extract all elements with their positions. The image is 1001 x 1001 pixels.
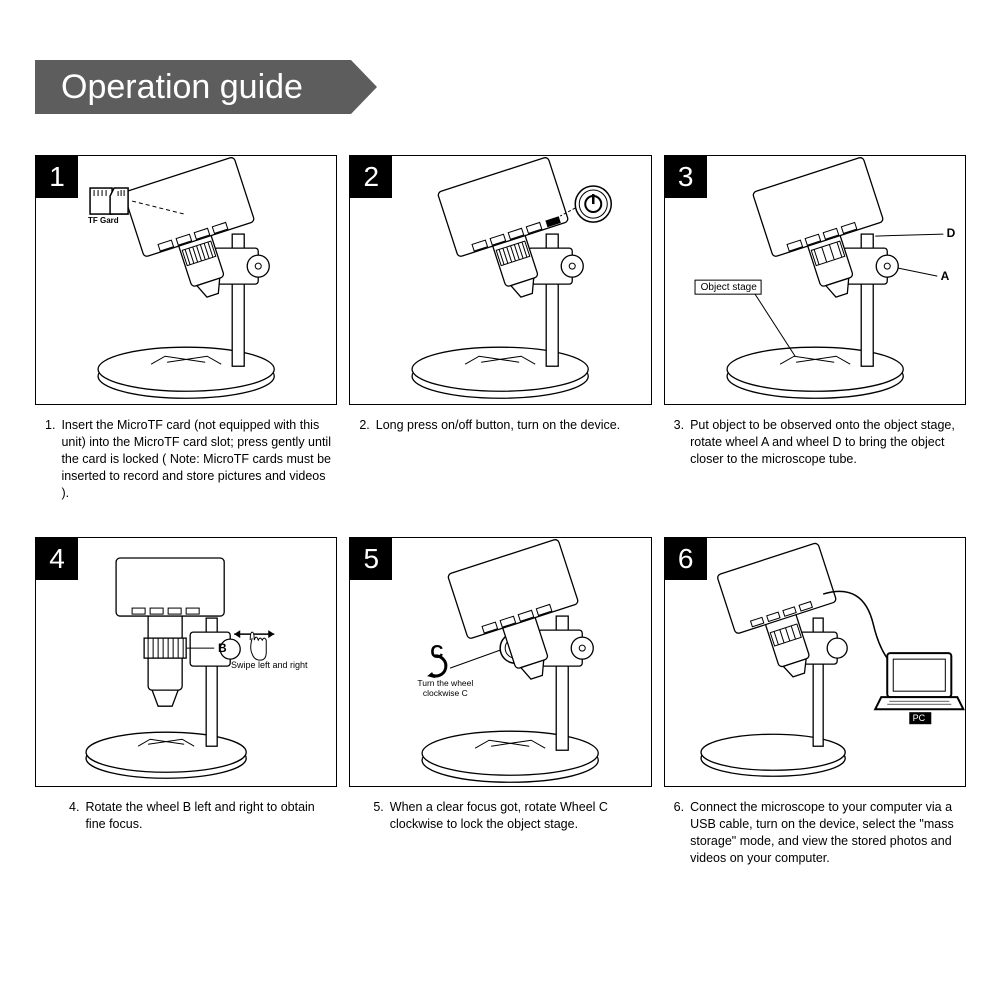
caption-text: Rotate the wheel B left and right to obt… xyxy=(85,799,335,867)
steps-grid: 1 xyxy=(35,155,966,871)
label-c-glyph: C xyxy=(430,642,443,663)
caption-3: 3. Put object to be observed onto the ob… xyxy=(664,413,966,505)
caption-number: 4. xyxy=(69,799,79,867)
caption-text: Insert the MicroTF card (not equipped wi… xyxy=(61,417,335,501)
caption-text: Long press on/off button, turn on the de… xyxy=(376,417,650,501)
swipe-hand-icon xyxy=(234,630,274,660)
illustration-6 xyxy=(665,538,965,788)
caption-text: Connect the microscope to your computer … xyxy=(690,799,964,867)
panel-1: 1 xyxy=(35,155,337,405)
title-cap xyxy=(351,60,377,114)
caption-number: 2. xyxy=(359,417,369,501)
caption-2: 2. Long press on/off button, turn on the… xyxy=(349,413,651,505)
panel-6: 6 xyxy=(664,537,966,787)
title-bar: Operation guide xyxy=(35,60,377,114)
caption-number: 6. xyxy=(674,799,684,867)
caption-text: Put object to be observed onto the objec… xyxy=(690,417,964,501)
label-tf-card: TF Gard xyxy=(88,216,119,225)
label-c-text: Turn the wheel clockwise C xyxy=(408,678,482,698)
page-title: Operation guide xyxy=(35,60,351,114)
label-pc: PC xyxy=(913,713,926,723)
label-swipe: Swipe left and right xyxy=(231,660,308,670)
tf-card-icon xyxy=(90,188,128,214)
caption-1: 1. Insert the MicroTF card (not equipped… xyxy=(35,413,337,505)
illustration-2 xyxy=(350,156,650,406)
panel-2: 2 xyxy=(349,155,651,405)
caption-number: 3. xyxy=(674,417,684,501)
illustration-5 xyxy=(350,538,650,788)
caption-4: 4. Rotate the wheel B left and right to … xyxy=(35,795,337,871)
panel-4: 4 B Sw xyxy=(35,537,337,787)
panel-5: 5 xyxy=(349,537,651,787)
caption-5: 5. When a clear focus got, rotate Wheel … xyxy=(349,795,651,871)
label-object-stage: Object stage xyxy=(701,282,757,293)
label-a: A xyxy=(941,269,950,283)
caption-6: 6. Connect the microscope to your comput… xyxy=(664,795,966,871)
label-b: B xyxy=(218,641,227,655)
caption-text: When a clear focus got, rotate Wheel C c… xyxy=(390,799,650,867)
label-d: D xyxy=(947,226,956,240)
caption-number: 1. xyxy=(45,417,55,501)
illustration-1 xyxy=(36,156,336,406)
panel-3: 3 xyxy=(664,155,966,405)
caption-number: 5. xyxy=(373,799,383,867)
